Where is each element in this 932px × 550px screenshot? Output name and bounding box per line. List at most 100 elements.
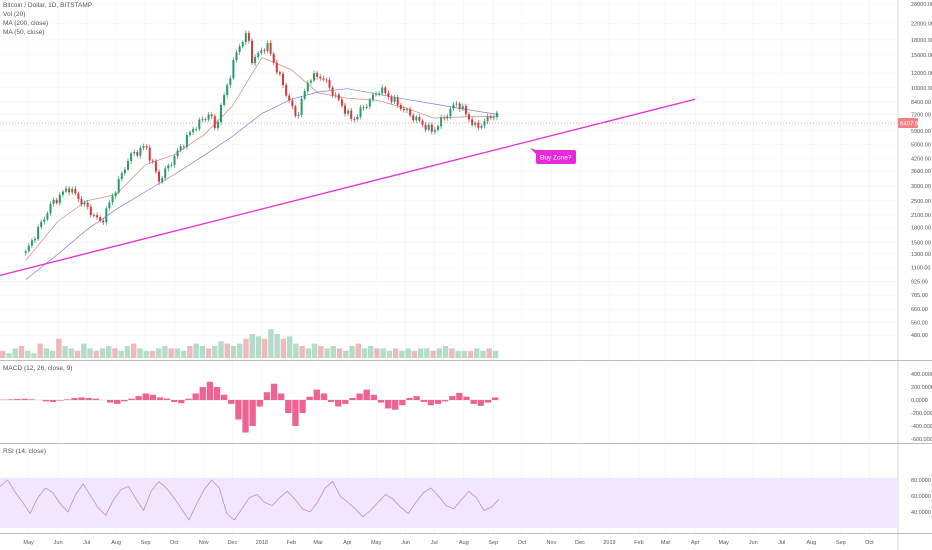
ma200-legend[interactable]: MA (200, close) xyxy=(3,20,49,27)
candle-body xyxy=(232,60,235,79)
candle-body xyxy=(309,80,312,83)
time-tick-label: 2018 xyxy=(256,540,268,546)
candle-body xyxy=(198,119,201,130)
price-tick-label: 15000.00 xyxy=(911,53,932,59)
price-tick-label: 785.00 xyxy=(911,293,928,299)
volume-bar xyxy=(56,338,62,358)
price-tick-label: 3000.00 xyxy=(911,184,931,190)
price-tick-label: 5000.00 xyxy=(911,142,931,148)
candle-body xyxy=(226,85,229,96)
volume-bar xyxy=(106,346,112,358)
volume-bar xyxy=(311,343,318,358)
price-tick-label: 22000.00 xyxy=(911,22,932,28)
macd-histogram-bar xyxy=(278,393,285,400)
macd-histogram-bar xyxy=(406,398,413,400)
time-tick-label: 2019 xyxy=(603,540,615,546)
volume-bar xyxy=(343,350,349,358)
macd-histogram-bar xyxy=(256,400,263,407)
price-tick-label: 480.00 xyxy=(911,333,928,339)
volume-bar xyxy=(168,348,174,358)
candle-body xyxy=(142,146,145,148)
macd-histogram-bar xyxy=(142,393,149,400)
candle-body xyxy=(427,124,430,130)
time-tick-label: Mar xyxy=(661,540,671,546)
macd-legend[interactable]: MACD (12, 26, close, 9) xyxy=(3,365,73,372)
candle-body xyxy=(170,165,173,166)
time-tick-label: Apr xyxy=(691,540,700,546)
candle-body xyxy=(263,50,266,52)
price-axis[interactable]: 28000.00 22000.00 18000.00 15000.00 12000.00… xyxy=(911,2,932,516)
candle-body xyxy=(238,46,241,53)
trendline-layer[interactable] xyxy=(0,98,696,277)
volume-bar xyxy=(299,346,305,358)
price-tick-label: 1800.00 xyxy=(911,226,931,232)
vol-legend[interactable]: Vol (20) xyxy=(3,11,26,18)
symbol-title[interactable]: Bitcoin / Dollar, 1D, BITSTAMP xyxy=(3,2,93,9)
volume-bar xyxy=(243,338,249,358)
macd-panel xyxy=(0,381,499,433)
candle-body xyxy=(443,117,446,119)
volume-bar xyxy=(68,348,75,358)
volume-bar xyxy=(230,346,237,358)
buy-zone-callout[interactable]: Buy Zone? xyxy=(530,148,576,164)
price-tick-label: 2500.00 xyxy=(911,199,931,205)
candle-body xyxy=(461,106,464,109)
rsi-panel xyxy=(0,479,500,521)
volume-bar xyxy=(424,348,430,358)
ma50-legend[interactable]: MA (50, close) xyxy=(3,29,45,36)
candle-body xyxy=(387,93,390,97)
chart-grid xyxy=(0,0,898,533)
candle-body xyxy=(173,156,176,166)
candle-body xyxy=(49,203,52,214)
macd-histogram-bar xyxy=(14,399,21,400)
candle-body xyxy=(402,108,405,111)
macd-histogram-bar xyxy=(320,393,328,400)
time-tick-label: Jul xyxy=(83,540,90,546)
time-tick-label: Aug xyxy=(806,540,816,546)
price-tick-label: 3600.00 xyxy=(911,169,931,175)
candle-body xyxy=(89,206,92,216)
time-tick-label: Jul xyxy=(431,540,438,546)
candle-body xyxy=(105,208,108,223)
candle-body xyxy=(207,114,210,120)
candle-body xyxy=(108,202,111,209)
candle-body xyxy=(340,99,343,106)
candle-body xyxy=(61,191,64,195)
candle-body xyxy=(52,199,55,204)
macd-histogram-bar xyxy=(249,400,256,426)
rsi-legend[interactable]: RSI (14, close) xyxy=(3,448,46,455)
macd-tick-label: -200.0000 xyxy=(911,411,932,417)
macd-histogram-bar xyxy=(220,394,228,400)
volume-bars xyxy=(0,329,499,358)
candle-body xyxy=(449,108,452,117)
candle-body xyxy=(74,188,77,194)
candle-body xyxy=(297,114,300,116)
candle-body xyxy=(164,168,167,179)
candle-body xyxy=(446,116,449,119)
candle-body xyxy=(216,122,219,129)
buy-zone-text: Buy Zone? xyxy=(540,155,572,162)
volume-bar xyxy=(18,346,25,358)
candle-body xyxy=(390,96,393,102)
candle-body xyxy=(266,43,269,52)
macd-histogram-bar xyxy=(327,400,335,402)
candle-body xyxy=(424,124,427,130)
macd-histogram-bar xyxy=(377,400,385,403)
candle-body xyxy=(458,103,461,109)
candle-body xyxy=(477,122,480,128)
time-axis[interactable]: May Jun Jul Aug Sep Oct Nov Dec 2018 Feb Mar Apr May… xyxy=(23,540,874,546)
candle-body xyxy=(272,53,275,63)
volume-bar xyxy=(274,334,280,358)
ma50-line xyxy=(25,57,500,261)
volume-bar xyxy=(442,346,449,358)
macd-histogram-bar xyxy=(185,398,192,400)
volume-bar xyxy=(43,348,50,358)
candle-body xyxy=(260,50,263,53)
candle-body xyxy=(55,199,58,203)
volume-bar xyxy=(255,336,262,358)
macd-histogram-bar xyxy=(441,400,449,402)
price-tick-label: 660.00 xyxy=(911,307,928,313)
price-tick-label: 18000.00 xyxy=(911,38,932,44)
